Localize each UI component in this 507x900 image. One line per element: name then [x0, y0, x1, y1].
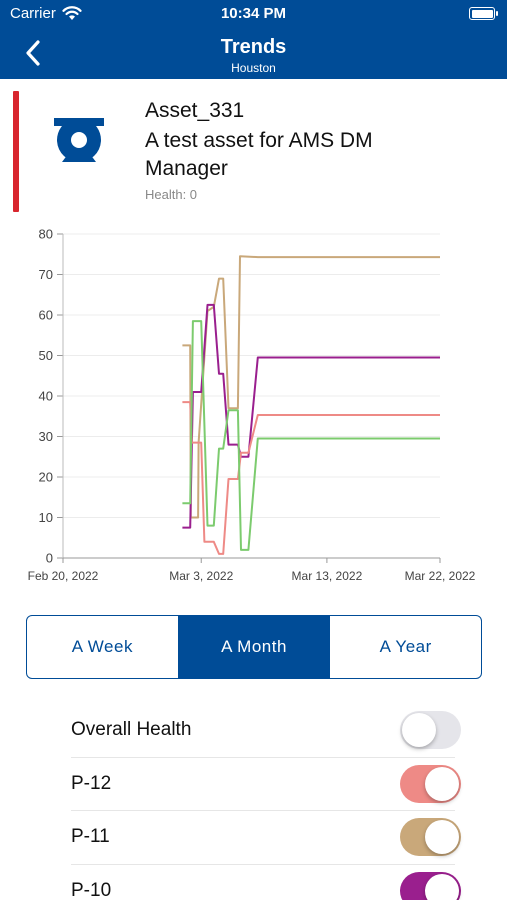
- y-tick-label: 0: [46, 551, 53, 566]
- toggle-knob: [425, 820, 459, 855]
- asset-name: Asset_331: [145, 99, 245, 122]
- clock: 10:34 PM: [220, 5, 287, 22]
- y-tick-label: 10: [39, 510, 53, 525]
- wifi-icon: [62, 6, 82, 20]
- overall-health-toggle[interactable]: [400, 711, 461, 750]
- series-line-p-11: [182, 255, 440, 519]
- x-tick-label: Mar 3, 2022: [169, 569, 233, 583]
- toggle-knob: [425, 766, 459, 801]
- series-toggle-list: Overall Health P-12 P-11 P-10: [71, 704, 461, 900]
- x-tick-label: Feb 20, 2022: [28, 569, 99, 583]
- y-tick-label: 50: [39, 348, 53, 363]
- range-selector: A Week A Month A Year: [26, 615, 482, 679]
- y-tick-label: 70: [39, 267, 53, 282]
- toggle-label: P-10: [71, 879, 112, 900]
- navigation-bar: Carrier 10:34 PM Trends Houston: [0, 0, 507, 79]
- asset-description: A test asset for AMS DM Manager: [145, 129, 373, 180]
- asset-health: Health: 0: [145, 187, 198, 202]
- p-12-toggle[interactable]: [400, 764, 461, 803]
- y-tick-label: 80: [39, 227, 53, 242]
- toggle-label: Overall Health: [71, 719, 192, 741]
- toggle-row-overall-health: Overall Health: [71, 704, 461, 758]
- toggle-row-p-11: P-11: [71, 811, 461, 865]
- page-subtitle: Houston: [231, 61, 276, 75]
- trend-chart: 0 10 20 30 40 50 60 70 80 Feb 20, 2022 Mar 3, 2022…: [28, 227, 476, 584]
- series-line-p-10: [182, 303, 440, 529]
- toggle-knob: [402, 713, 436, 748]
- p-10-toggle[interactable]: [400, 871, 461, 900]
- y-tick-label: 30: [39, 429, 53, 444]
- toggle-label: P-12: [71, 772, 112, 794]
- range-year-button[interactable]: A Year: [329, 616, 481, 678]
- toggle-row-p-12: P-12: [71, 758, 461, 811]
- toggle-knob: [425, 873, 459, 900]
- series-line-green: [182, 320, 440, 551]
- status-bar: Carrier 10:34 PM: [0, 0, 507, 28]
- asset-status-indicator: [13, 91, 19, 212]
- toggle-row-p-10: P-10: [71, 865, 461, 900]
- y-tick-label: 60: [39, 308, 53, 323]
- toggle-label: P-11: [71, 826, 110, 848]
- range-week-button[interactable]: A Week: [71, 637, 133, 656]
- back-button[interactable]: [18, 36, 48, 70]
- y-tick-label: 20: [39, 470, 53, 485]
- p-11-toggle[interactable]: [400, 818, 461, 857]
- page-title: Trends: [220, 36, 287, 58]
- pump-icon: [54, 118, 104, 162]
- x-tick-label: Mar 13, 2022: [292, 569, 363, 583]
- carrier-label: Carrier: [10, 5, 56, 22]
- chevron-left-icon: [26, 40, 40, 66]
- y-tick-label: 40: [39, 389, 53, 404]
- battery-icon: [469, 7, 498, 20]
- x-tick-label: Mar 22, 2022: [405, 569, 476, 583]
- series-line-p-12: [182, 401, 440, 555]
- range-month-button[interactable]: A Month: [177, 616, 330, 678]
